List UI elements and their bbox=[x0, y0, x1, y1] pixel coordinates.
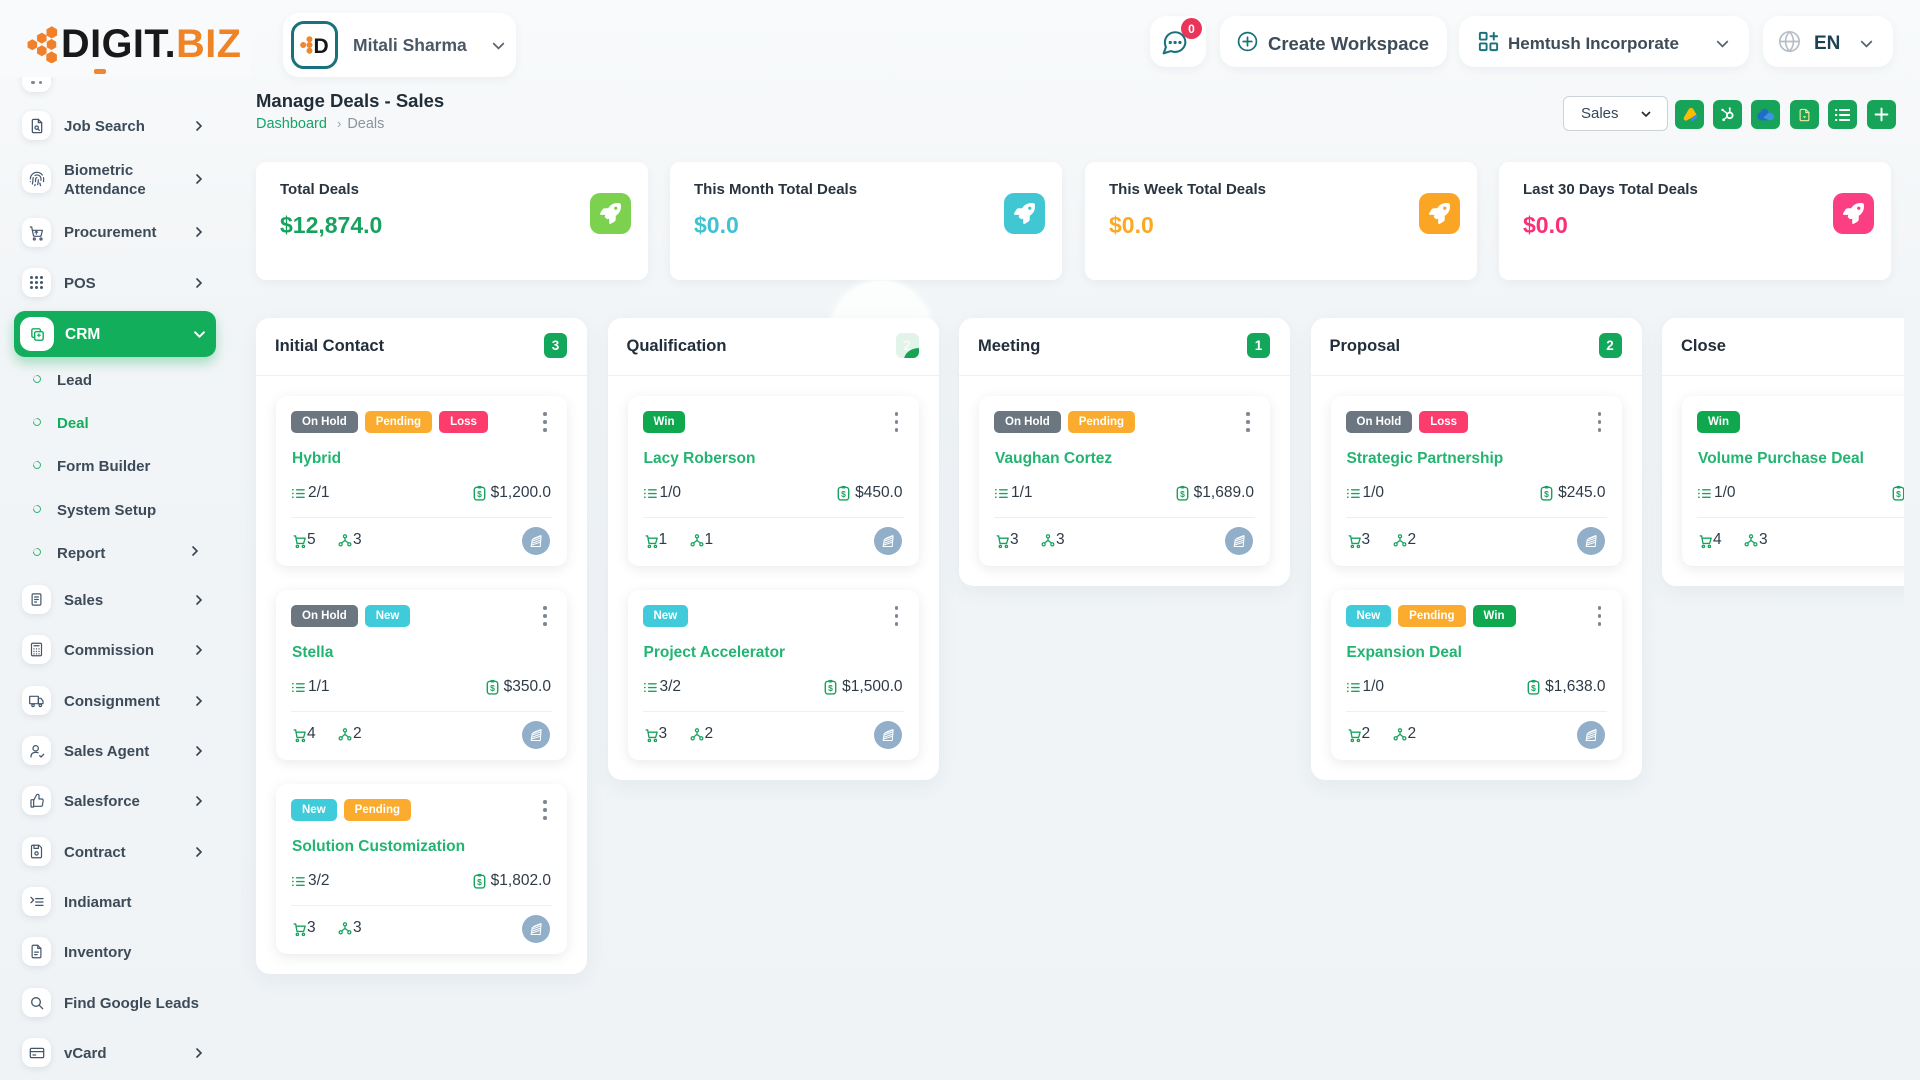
svg-text:$: $ bbox=[1896, 489, 1901, 499]
svg-text:$: $ bbox=[477, 877, 482, 887]
svg-text:$: $ bbox=[828, 683, 833, 693]
svg-text:$: $ bbox=[477, 489, 482, 499]
svg-text:$: $ bbox=[841, 489, 846, 499]
svg-text:$: $ bbox=[1180, 489, 1185, 499]
svg-text:$: $ bbox=[1544, 489, 1549, 499]
svg-text:D: D bbox=[313, 35, 328, 58]
svg-text:$: $ bbox=[1531, 683, 1536, 693]
svg-text:$: $ bbox=[490, 683, 495, 693]
